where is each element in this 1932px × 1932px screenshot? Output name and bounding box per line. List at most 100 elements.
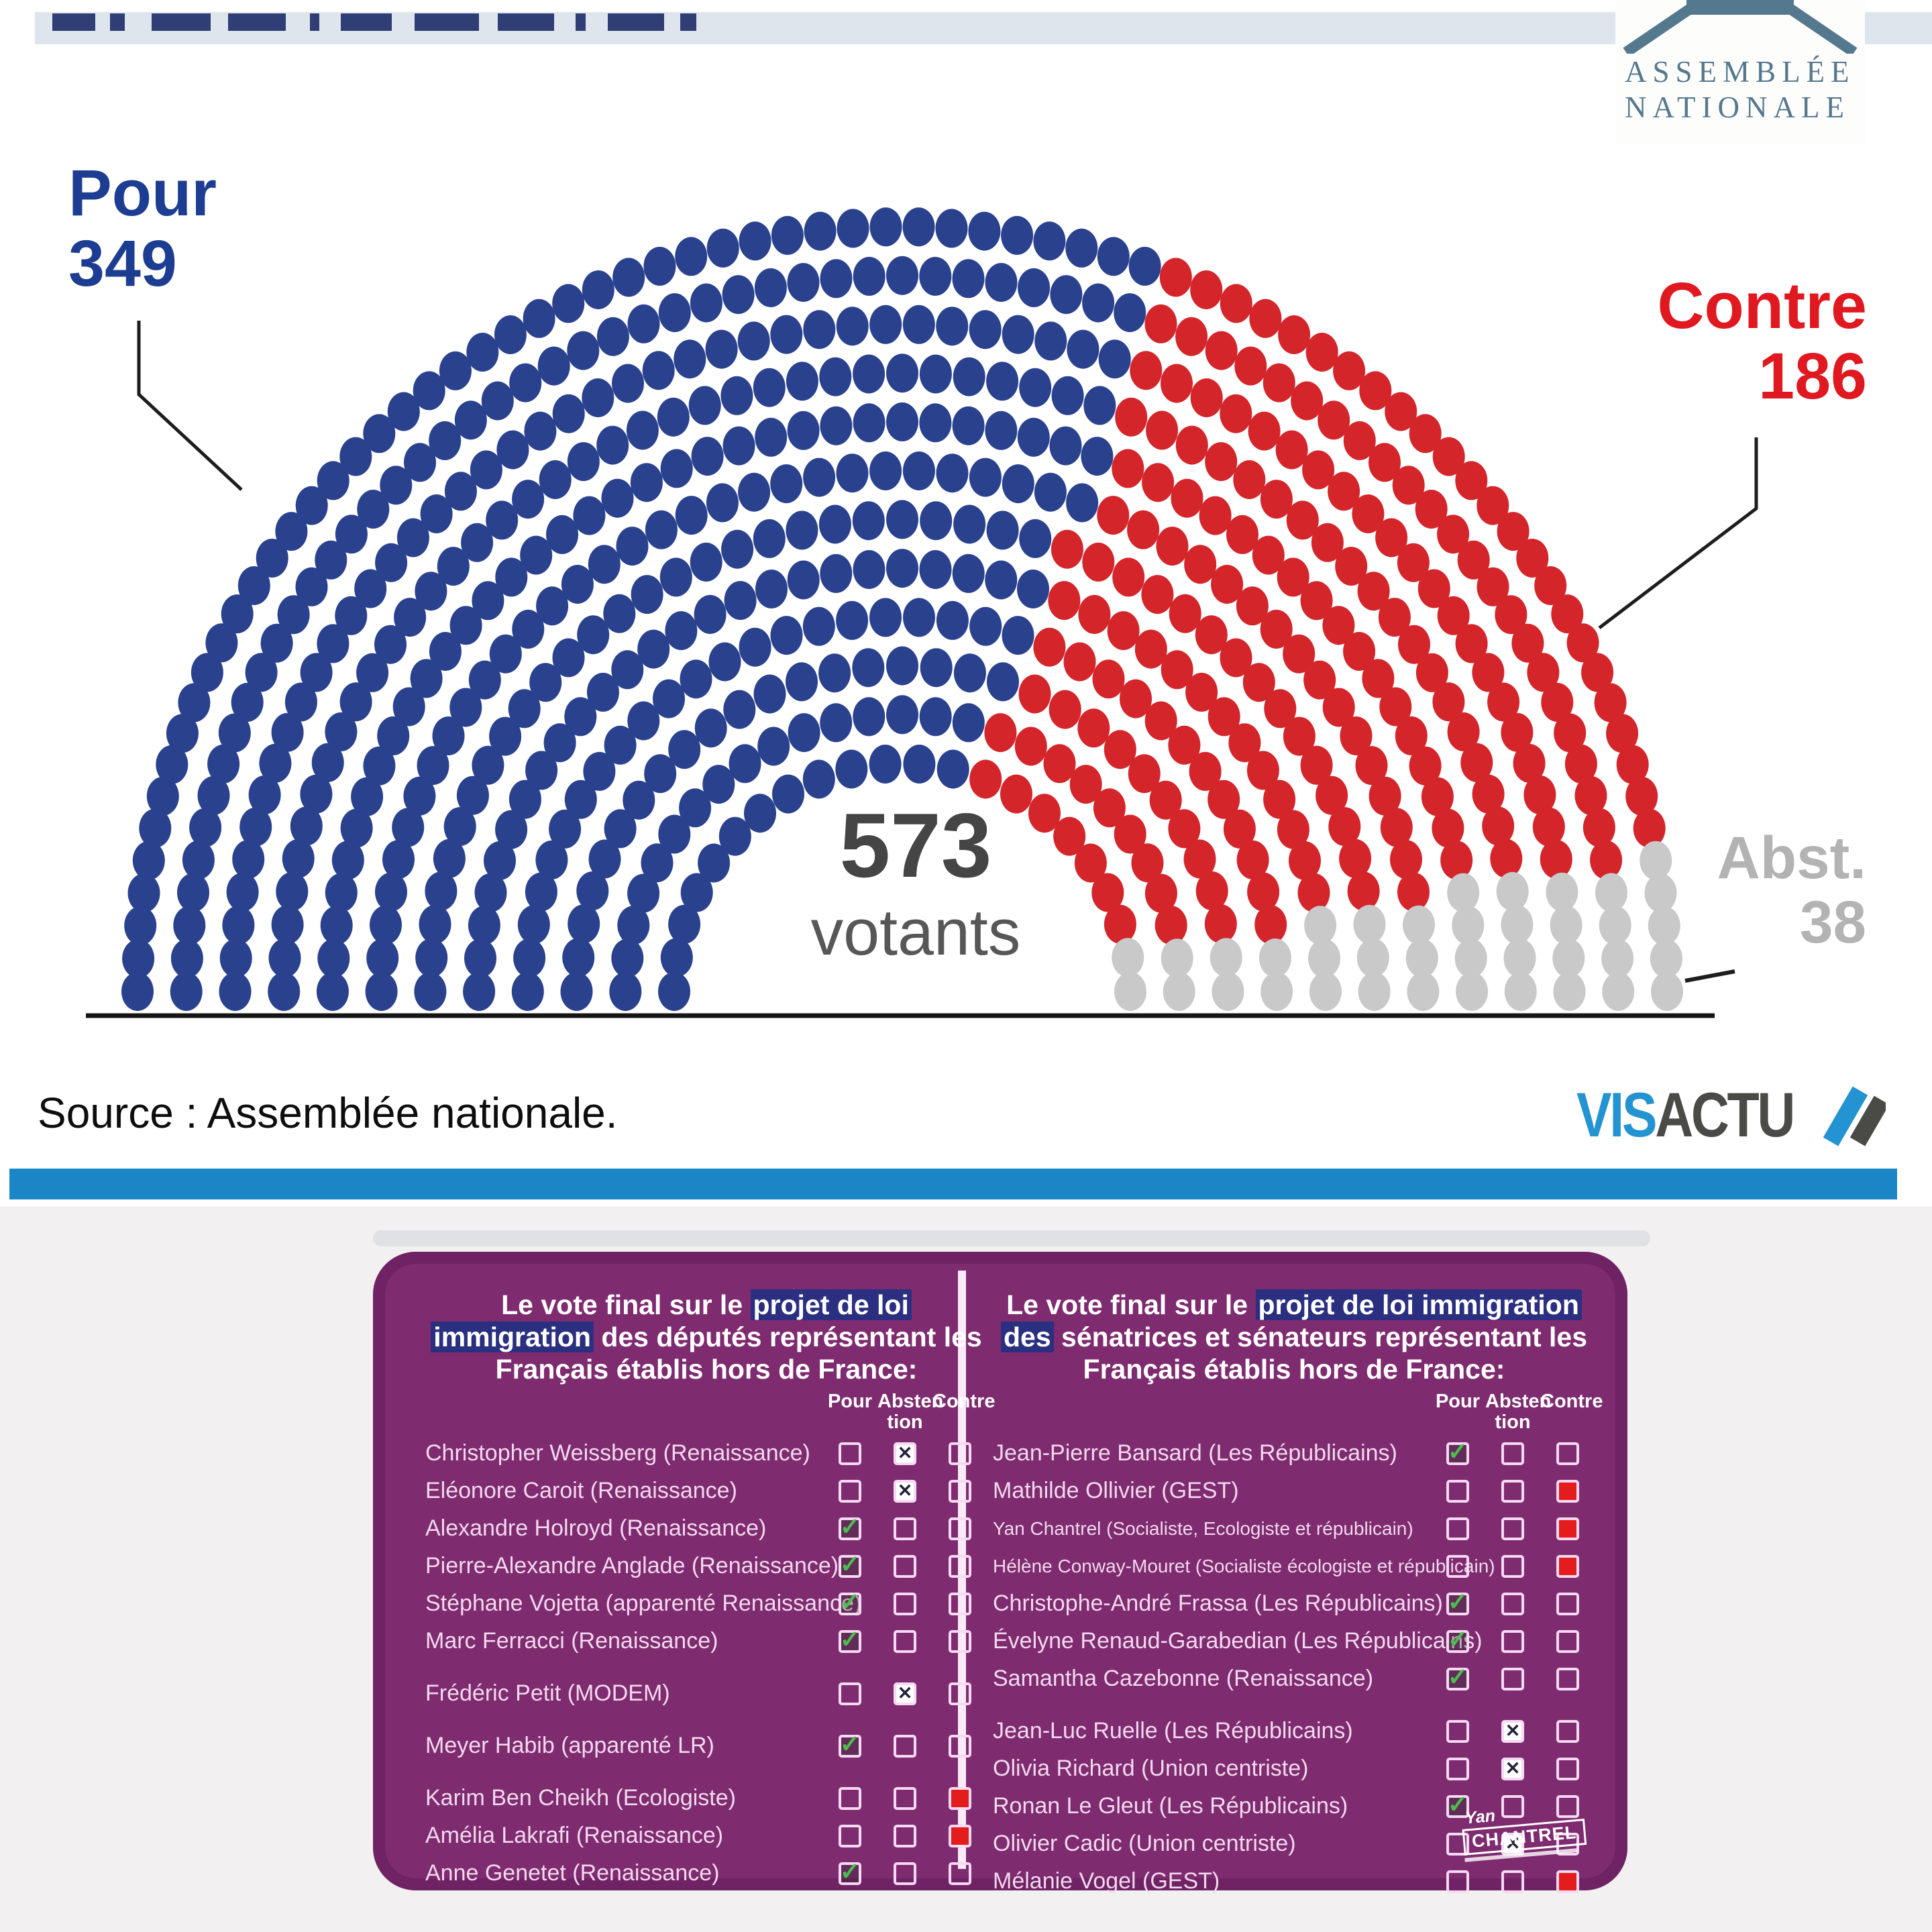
seat-dot-pour [694,708,727,748]
seat-dot-abst [1454,938,1487,978]
seat-dot-pour [820,259,853,299]
seat-dot-pour [919,550,952,589]
checkbox-contre-empty [949,1592,971,1615]
seat-dot-pour [189,808,222,847]
deputy-name: Ronan Le Gleut (Les Républicains) [993,1793,1348,1819]
seat-dot-pour [723,690,756,729]
seat-dot-contre [1625,776,1658,816]
seat-dot-pour [121,972,154,1011]
seat-dot-pour [739,221,771,261]
seat-dot-contre [1460,743,1493,782]
seat-dot-abst [1546,872,1578,912]
seat-dot-pour [496,430,529,470]
checkbox-abstention-empty [1501,1592,1524,1615]
checkbox-contre-empty [1556,1719,1579,1743]
seat-dot-contre [1184,545,1217,584]
seat-dot-pour [852,648,885,688]
seat-dot-pour [374,625,407,664]
seat-dot-pour [300,653,333,692]
deputies-vote-rows: Christopher Weissberg (Renaissance) ✕ Eléo… [425,1439,987,1888]
seat-dot-pour [466,333,499,372]
seat-dot-pour [276,871,309,911]
seat-dot-abst [1163,972,1195,1011]
seat-dot-contre [1063,642,1096,682]
seat-dot-pour [577,615,610,655]
seat-dot-pour [753,674,786,714]
checkbox-contre-empty [949,1442,971,1465]
seat-dot-pour [818,653,851,693]
seat-dot-pour [674,339,706,379]
seat-dot-abst [1308,938,1340,978]
seat-dot-pour [1049,426,1082,466]
seat-dot-contre [1263,780,1296,819]
vote-row: Pierre-Alexandre Anglade (Renaissance) ✓ [425,1552,987,1581]
seat-dot-contre [1275,430,1308,470]
vote-cell-abstention [877,1786,932,1810]
checkbox-pour-checked: ✓ [1446,1662,1469,1690]
seat-dot-pour [627,873,660,913]
seat-dot-contre [1077,708,1110,748]
vote-row: Amélia Lakrafi (Renaissance) [425,1821,987,1851]
vote-cell-pour: ✓ [822,1731,877,1758]
card-top-edge [373,1230,1650,1246]
pediment-icon [1623,0,1858,54]
seat-dot-abst [1648,906,1680,945]
vote-row: Olivia Richard (Union centriste) ✕ [993,1754,1595,1784]
seat-dot-pour [583,751,616,791]
vote-cell-contre [932,1554,987,1578]
seat-dot-pour [525,872,557,912]
seat-dot-pour [601,478,634,518]
seat-dot-pour [260,623,293,663]
seat-dot-contre [1368,443,1401,482]
seat-dot-contre [1234,346,1267,386]
seat-dot-contre [1249,299,1282,338]
seat-dot-contre [1278,315,1311,354]
seat-dot-contre [1048,581,1081,621]
seat-dot-pour [525,751,558,790]
seat-dot-pour [414,972,447,1011]
seat-dot-pour [392,808,425,847]
checkbox-pour-empty [839,1786,861,1810]
checkbox-contre-empty [949,1862,971,1885]
seat-dot-pour [429,632,462,671]
seat-dot-pour [449,606,482,645]
seat-dot-pour [705,329,738,369]
checkbox-contre-empty [949,1554,971,1578]
vote-cell-abstention [1485,1554,1540,1578]
seat-dot-contre [1195,615,1228,655]
seat-dot-abst [1309,972,1342,1011]
seat-dot-contre [1343,421,1376,460]
seat-dot-contre [1352,494,1385,533]
seat-dot-pour [1017,417,1050,457]
seat-dot-pour [836,307,869,346]
seat-dot-pour [1065,228,1098,268]
vote-cell-pour: ✓ [1430,1627,1485,1653]
visactu-logo: VISACTU [1576,1077,1886,1152]
seat-dot-pour [156,745,189,784]
seat-dot-pour [245,653,278,692]
seat-dot-contre [1208,780,1240,819]
seat-dot-contre [1482,806,1515,846]
seat-dot-contre [1335,547,1368,586]
seat-dot-pour [919,256,952,296]
seat-dot-pour [316,972,349,1011]
seat-dot-contre [1415,490,1448,529]
seat-dot-contre [1362,659,1395,698]
deputy-name: Frédéric Petit (MODEM) [425,1680,670,1707]
seat-dot-pour [902,305,935,344]
checkbox-abstention-checked: ✕ [1501,1757,1524,1780]
deputy-name: Karim Ben Cheikh (Ecologiste) [425,1785,736,1811]
seat-dot-contre [1328,807,1361,847]
seat-dot-contre [1390,840,1422,879]
seat-dot-pour [770,616,803,655]
pour-label-name: Pour [68,156,217,229]
checkbox-pour-checked: ✓ [839,1550,861,1578]
seat-dot-pour [232,839,265,879]
seat-dot-pour [382,840,415,879]
seat-dot-abst [1595,873,1627,912]
seat-dot-pour [539,460,572,499]
vote-cell-abstention [1485,1870,1540,1893]
seat-dot-contre [1316,775,1348,815]
checkbox-pour-checked: ✓ [839,1587,861,1615]
seat-dot-pour [604,725,637,765]
